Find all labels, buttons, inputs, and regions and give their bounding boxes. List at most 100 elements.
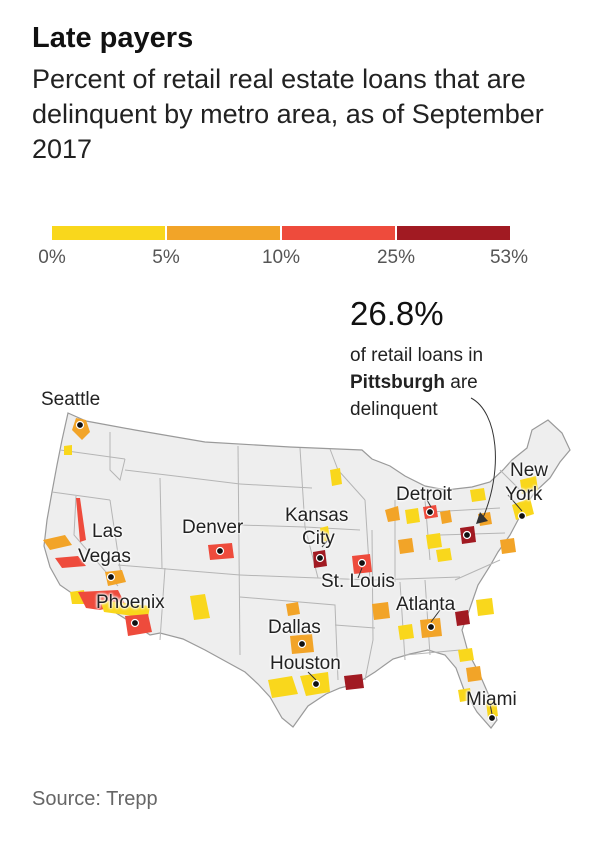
metro-san-antonio: [268, 676, 298, 698]
dot-detroit: [425, 507, 435, 517]
border-ny-vt: [499, 469, 521, 491]
border-fl-north: [404, 649, 461, 656]
dot-kansas-city: [315, 553, 325, 563]
dot-dallas: [297, 639, 307, 649]
metro-boston: [520, 476, 538, 494]
dot-miami: [487, 713, 497, 723]
border-mountain-north: [124, 469, 241, 485]
dot-atlanta: [426, 622, 436, 632]
border-nv-ut: [109, 499, 123, 582]
label-las: Las: [92, 521, 123, 542]
leader-st-louis: [357, 567, 363, 579]
dot-new-york: [517, 511, 527, 521]
border-or-ca: [51, 491, 111, 501]
border-plains-ns: [239, 483, 313, 489]
leader-kansas-city: [321, 539, 329, 548]
border-ar-la: [334, 624, 376, 629]
label-phoenix: Phoenix: [96, 592, 165, 613]
metro-alabama: [398, 624, 414, 640]
metro-charlotte: [476, 598, 494, 616]
dot-seattle: [75, 420, 85, 430]
metro-chicago: [385, 506, 400, 522]
metro-nevada-corridor: [76, 498, 86, 542]
metro-wisconsin: [405, 508, 420, 524]
label-kansas: Kansas: [285, 505, 349, 526]
label-atlanta: Atlanta: [396, 594, 456, 615]
pittsburgh-arrowhead: [476, 512, 488, 524]
leader-new-york: [507, 494, 523, 512]
metro-columbus: [436, 548, 452, 562]
border-al-ga: [399, 581, 406, 661]
metro-western-wa: [64, 445, 72, 455]
border-four-corners: [117, 564, 241, 576]
metro-louisiana: [344, 674, 364, 690]
city-dots: [75, 420, 527, 723]
callout-city: Pittsburgh: [350, 372, 445, 393]
border-ga-sc: [424, 579, 431, 656]
border-plains-mid: [239, 524, 306, 528]
callout-value: 26.8%: [350, 295, 444, 332]
chart-subtitle: Percent of retail real estate loans that…: [32, 64, 544, 164]
metro-amarillo: [286, 602, 300, 616]
legend-tick-5: 5%: [152, 247, 180, 268]
metro-northeast-upstate: [470, 488, 486, 502]
callout-text: of retail loans in Pittsburgh are delinq…: [350, 342, 570, 423]
label-york: York: [505, 484, 543, 505]
label-detroit: Detroit: [396, 484, 452, 505]
callout-line-2-rest: are: [450, 372, 478, 393]
legend-swatch-10-25: [282, 226, 395, 240]
callout-line-3: delinquent: [350, 399, 438, 420]
border-tx: [239, 596, 339, 681]
leader-lines: [307, 397, 523, 715]
border-mississippi: [364, 529, 374, 681]
label-new: New: [510, 460, 549, 481]
legend-tick-25: 25%: [376, 247, 416, 268]
border-id-mt: [109, 432, 126, 481]
label-denver: Denver: [182, 517, 244, 538]
leader-miami: [489, 703, 493, 715]
metro-california-coast: [55, 556, 86, 568]
metro-jacksonville: [458, 648, 474, 662]
legend-tick-53: 53%: [489, 247, 529, 268]
callout-line-1: of retail loans in: [350, 345, 484, 366]
dot-denver: [215, 546, 225, 556]
label-miami: Miami: [466, 689, 517, 710]
legend-swatch-5-10: [167, 226, 280, 240]
leader-atlanta: [430, 609, 441, 623]
border-az-nm: [159, 567, 166, 641]
border-ks-ok: [239, 574, 319, 579]
metro-albuquerque: [190, 594, 210, 620]
border-mo-ar: [317, 577, 373, 581]
metro-new-york: [512, 498, 534, 520]
label-seattle: Seattle: [41, 389, 101, 410]
label-dallas: Dallas: [268, 617, 321, 638]
legend-tick-10: 10%: [261, 247, 301, 268]
chart-title: Late payers: [32, 22, 194, 54]
label-st-louis: St. Louis: [321, 571, 395, 592]
metro-tennessee: [372, 602, 390, 620]
leader-houston: [307, 671, 317, 681]
metro-kansas-city-north: [320, 526, 330, 542]
metro-philadelphia: [500, 538, 516, 554]
border-ky-tn: [372, 576, 461, 581]
metro-sacramento: [43, 535, 72, 550]
leader-detroit: [426, 499, 432, 508]
border-pa-ny: [429, 507, 501, 513]
dot-las-vegas: [106, 572, 116, 582]
label-city: City: [302, 528, 335, 549]
metro-michigan: [440, 510, 452, 524]
source-note: Source: Trepp: [32, 788, 158, 810]
legend-swatch-0-5: [52, 226, 165, 240]
label-houston: Houston: [270, 653, 341, 674]
label-vegas: Vegas: [78, 546, 131, 567]
border-ca-nv: [73, 495, 119, 587]
metro-midwest-north: [330, 468, 342, 486]
leader-pittsburgh: [470, 397, 496, 521]
metro-tampa: [458, 688, 472, 702]
dot-phoenix: [130, 618, 140, 628]
border-ut-co: [159, 477, 163, 569]
metro-carolinas: [455, 610, 470, 626]
metro-indiana: [398, 538, 414, 554]
metro-miami: [486, 700, 498, 718]
